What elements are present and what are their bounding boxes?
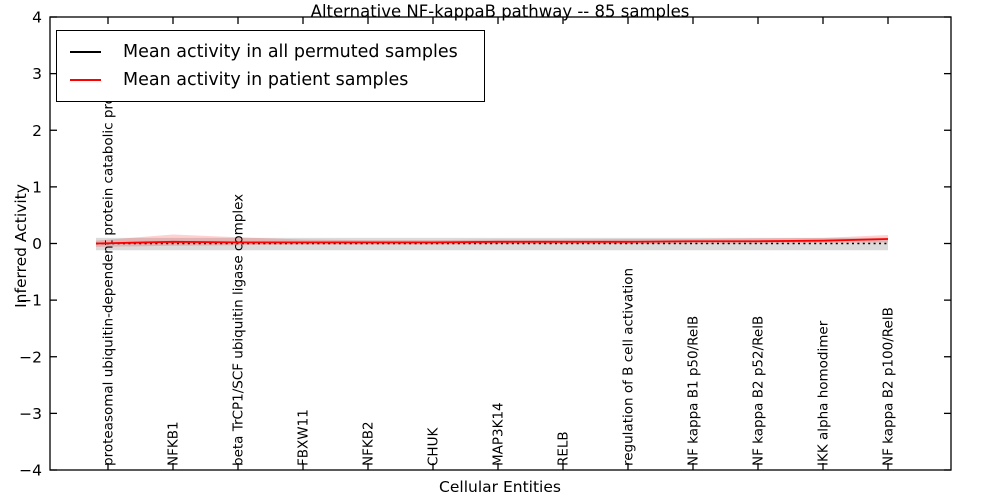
y-tick-label: −3 [19, 405, 42, 423]
x-category-label: beta TrCP1/SCF ubiquitin ligase complex [231, 194, 247, 466]
y-tick-label: −1 [19, 292, 42, 310]
x-category-label: FBXW11 [296, 409, 312, 466]
x-category-label: regulation of B cell activation [621, 268, 637, 466]
y-tick-label: 0 [32, 235, 42, 253]
patient-samples-range-band [96, 234, 888, 247]
y-tick-label: 4 [32, 9, 42, 27]
x-category-label: MAP3K14 [491, 402, 507, 466]
legend-item: Mean activity in patient samples [70, 67, 458, 93]
y-axis-label: Inferred Activity [12, 184, 30, 308]
x-category-label: CHUK [426, 427, 442, 466]
x-category-label: NFKB1 [166, 421, 182, 466]
x-axis-label: Cellular Entities [439, 478, 561, 496]
x-category-label: NF kappa B1 p50/RelB [686, 316, 702, 466]
y-tick-label: 3 [32, 65, 42, 83]
y-tick-label: −4 [19, 462, 42, 480]
x-category-label: NF kappa B2 p100/RelB [881, 307, 897, 466]
legend: Mean activity in all permuted samples Me… [56, 30, 485, 102]
x-category-label: proteasomal ubiquitin-dependent protein … [101, 96, 117, 466]
chart-title: Alternative NF-kappaB pathway -- 85 samp… [310, 2, 690, 21]
series-line [95, 238, 889, 245]
legend-line-swatch-permuted [70, 51, 101, 53]
x-category-label: NF kappa B2 p52/RelB [751, 316, 767, 466]
x-category-label: IKK alpha homodimer [816, 320, 832, 466]
y-tick-label: −2 [19, 348, 42, 366]
y-tick-label: 1 [32, 178, 42, 196]
y-tick-label: 2 [32, 122, 42, 140]
x-category-label: NFKB2 [361, 421, 377, 466]
legend-line-swatch-patient [70, 79, 101, 81]
x-category-label: RELB [556, 431, 572, 466]
legend-item-label: Mean activity in all permuted samples [123, 42, 458, 62]
legend-item: Mean activity in all permuted samples [70, 39, 458, 65]
legend-item-label: Mean activity in patient samples [123, 70, 409, 90]
